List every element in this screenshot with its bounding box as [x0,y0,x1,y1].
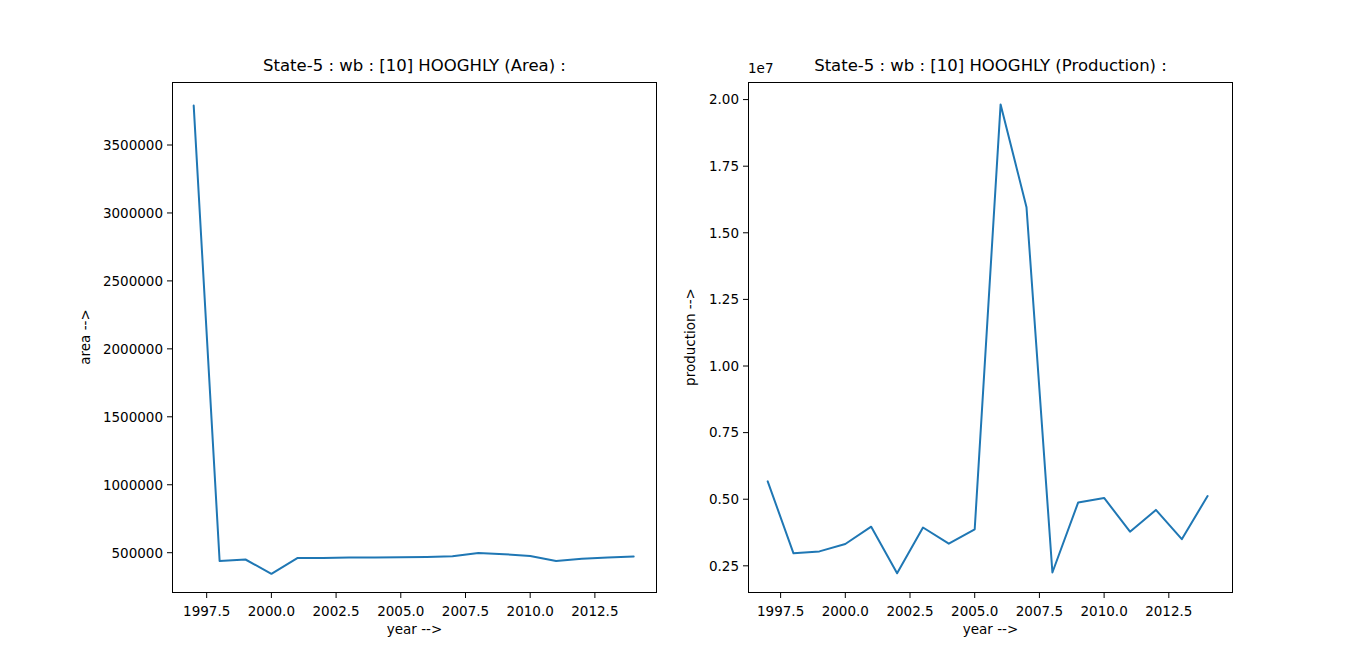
x-tick-label: 2012.5 [1145,603,1192,619]
x-tick-label: 1997.5 [757,603,804,619]
y-tick-label: 1.50 [709,225,739,241]
y-tick-label: 2500000 [103,273,163,289]
y-tick-label: 0.75 [709,424,739,440]
y-tick-label: 3000000 [103,205,163,221]
y-tick-label: 1000000 [103,477,163,493]
x-tick-label: 2005.0 [377,603,424,619]
x-tick-label: 2010.0 [1080,603,1127,619]
x-tick-label: 2012.5 [571,603,618,619]
y-tick-label: 1.75 [709,158,739,174]
y-tick-label: 2000000 [103,341,163,357]
y-tick-label: 2.00 [709,91,739,107]
x-tick-label: 2000.0 [822,603,869,619]
y-tick-label: 500000 [111,545,163,561]
data-line [194,106,634,574]
x-tick-label: 2002.5 [886,603,933,619]
data-line [768,104,1208,573]
y-tick-label: 0.25 [709,558,739,574]
y-tick-label: 1500000 [103,409,163,425]
x-tick-label: 2002.5 [312,603,359,619]
figure-canvas: State-5 : wb : [10] HOOGHLY (Area) : Sta… [0,0,1366,671]
y-tick-label: 0.50 [709,491,739,507]
x-tick-label: 2010.0 [507,603,554,619]
axes-frame [749,83,1233,593]
y-tick-label: 1.25 [709,291,739,307]
y-tick-label: 3500000 [103,137,163,153]
y-tick-label: 1.00 [709,358,739,374]
axes-frame [173,83,657,593]
plots-svg: 1997.5 2000.0 2002.5 2005.0 2007.5 2010.0 2012… [0,0,1366,671]
x-tick-label: 2007.5 [1016,603,1063,619]
production-line-plot: 1997.5 2000.0 2002.5 2005.0 2007.5 2010.0 2012… [709,83,1233,620]
x-tick-label: 2007.5 [442,603,489,619]
x-tick-label: 2005.0 [951,603,998,619]
x-tick-label: 1997.5 [183,603,230,619]
area-line-plot: 1997.5 2000.0 2002.5 2005.0 2007.5 2010.0 2012… [103,83,657,620]
x-tick-label: 2000.0 [248,603,295,619]
